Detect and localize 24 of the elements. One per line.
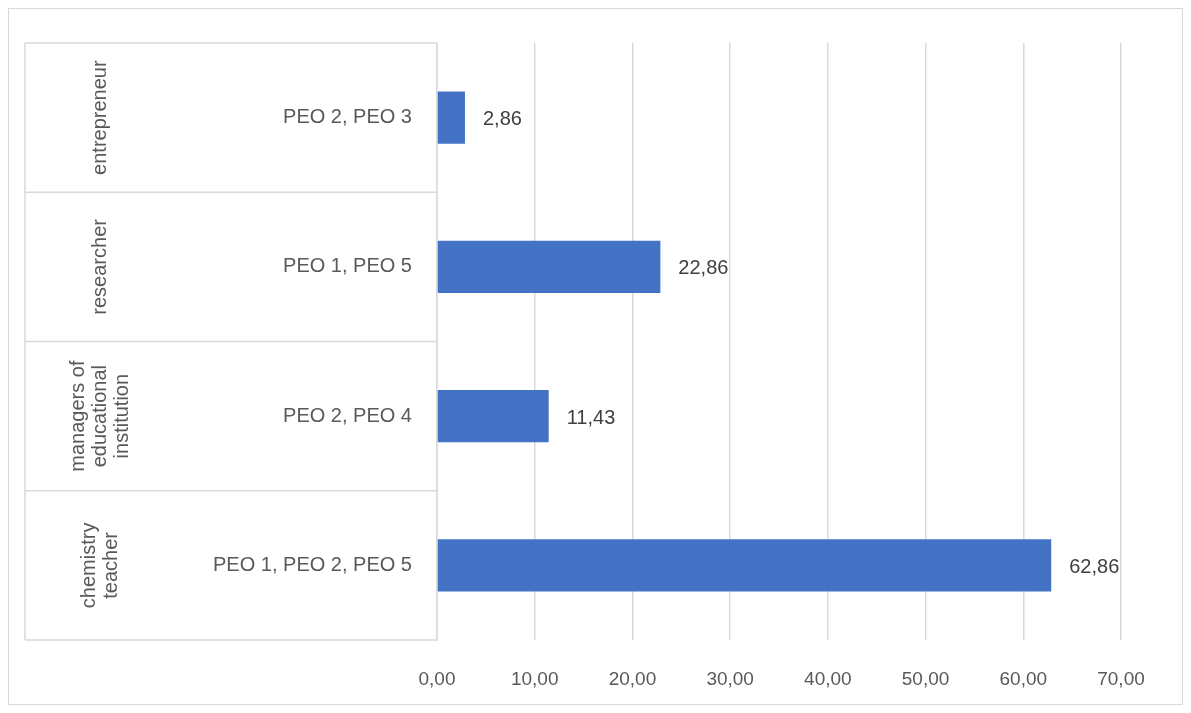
text: managers of educational institution	[65, 360, 132, 472]
x-tick-label: 30,00	[706, 667, 754, 689]
bar	[437, 240, 661, 293]
text: researcher	[87, 218, 110, 315]
x-tick-label: 40,00	[804, 667, 852, 689]
y-tick-label: PEO 2, PEO 3	[283, 105, 412, 128]
bar	[437, 539, 1052, 592]
data-label: 62,86	[1069, 554, 1120, 577]
data-label: 2,86	[482, 107, 522, 130]
data-label: 11,43	[566, 405, 616, 428]
bar	[437, 390, 549, 443]
y-tick-label: PEO 1, PEO 5	[283, 254, 412, 277]
x-tick-label: 10,00	[510, 667, 559, 689]
x-tick-label: 20,00	[608, 667, 657, 689]
x-tick-label: 60,00	[999, 667, 1048, 689]
x-tick-label: 0,00	[418, 667, 456, 689]
text: entrepreneur	[87, 60, 110, 175]
y-tick-label: PEO 1, PEO 2, PEO 5	[213, 552, 412, 575]
bar	[437, 91, 465, 144]
x-tick-label: 50,00	[901, 667, 950, 689]
x-tick-label: 70,00	[1097, 667, 1145, 689]
data-label: 22,86	[678, 256, 729, 279]
y-tick-label: PEO 2, PEO 4	[283, 403, 412, 426]
text: chemistry teacher	[76, 522, 121, 609]
